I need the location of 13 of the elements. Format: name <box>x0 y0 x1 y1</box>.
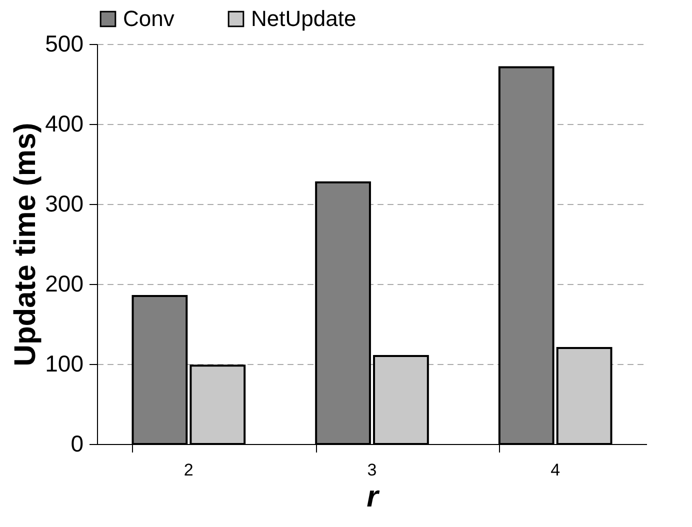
x-axis-title: r <box>366 480 381 514</box>
legend-label: NetUpdate <box>251 6 356 31</box>
y-tick-label: 400 <box>45 110 84 136</box>
x-tick-label: 2 <box>184 460 194 480</box>
y-tick-label: 100 <box>45 350 84 376</box>
y-tick-label: 0 <box>70 430 84 456</box>
x-tick-label: 4 <box>550 460 560 480</box>
y-tick-label: 500 <box>45 30 84 56</box>
y-tick-label: 300 <box>45 190 84 216</box>
x-tick-label: 3 <box>367 460 377 480</box>
y-tick-label: 200 <box>45 270 84 296</box>
y-axis-title: Update time (ms) <box>9 122 42 366</box>
legend-label: Conv <box>123 6 174 31</box>
